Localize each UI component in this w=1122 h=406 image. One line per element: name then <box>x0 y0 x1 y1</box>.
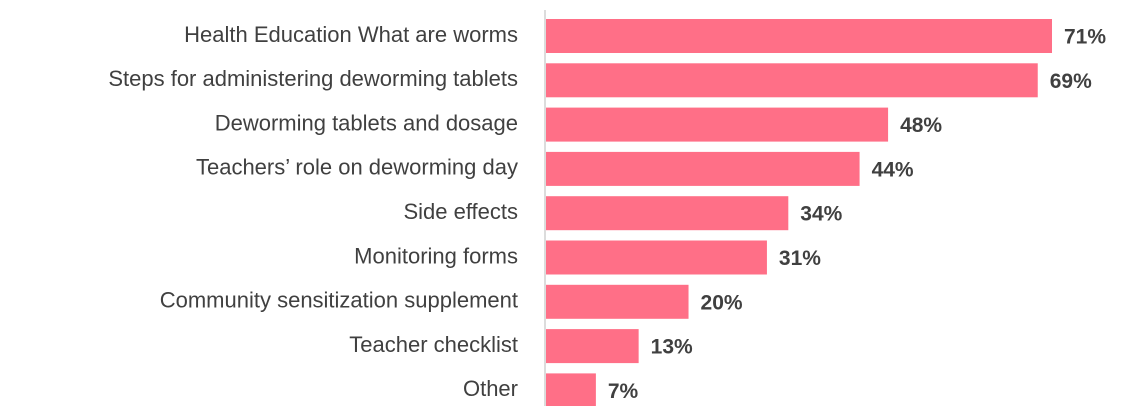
bar <box>546 107 889 142</box>
bar <box>546 373 596 406</box>
data-label: 48% <box>900 114 942 137</box>
bar <box>546 284 689 319</box>
category-label: Health Education What are worms <box>184 22 518 47</box>
category-label: Monitoring forms <box>354 243 518 268</box>
category-label: Community sensitization supplement <box>160 288 518 313</box>
data-label: 7% <box>608 380 639 403</box>
bar <box>546 196 789 231</box>
category-label: Steps for administering deworming tablet… <box>108 66 518 91</box>
data-label: 34% <box>800 203 842 226</box>
category-label: Teacher checklist <box>349 332 518 357</box>
data-label: 71% <box>1064 26 1106 49</box>
data-label: 13% <box>651 336 693 359</box>
data-label: 20% <box>701 291 743 314</box>
bar <box>546 19 1052 53</box>
category-label: Deworming tablets and dosage <box>215 110 518 135</box>
bar <box>546 63 1038 98</box>
bar <box>546 151 860 186</box>
category-label: Teachers’ role on deworming day <box>196 155 518 180</box>
data-label: 69% <box>1050 70 1092 93</box>
data-label: 44% <box>872 158 914 181</box>
category-label: Other <box>463 376 518 401</box>
category-label: Side effects <box>403 199 518 224</box>
bar <box>546 329 639 364</box>
bar <box>546 240 767 275</box>
data-label: 31% <box>779 247 821 270</box>
